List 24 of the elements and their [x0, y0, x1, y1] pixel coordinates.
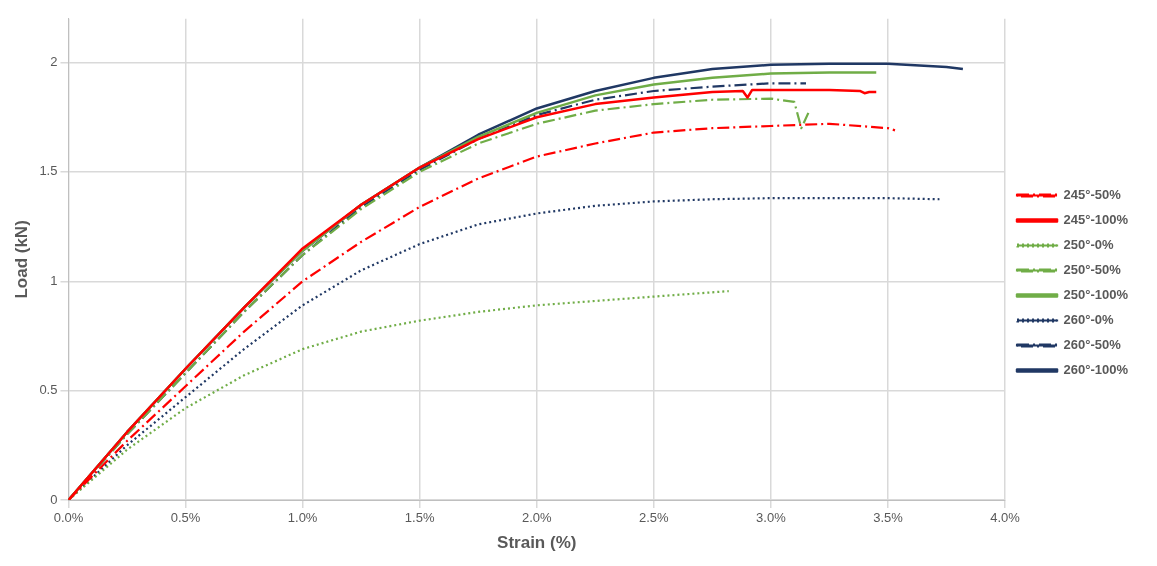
legend-label: 250°-50%: [1063, 262, 1122, 278]
legend-label: 260°-50%: [1063, 337, 1122, 353]
x-tick-label: 3.0%: [756, 510, 787, 526]
x-axis-title: Strain (%): [497, 533, 577, 553]
y-tick-label: 0.5: [39, 382, 58, 398]
legend-label: 245°-100%: [1063, 212, 1129, 228]
x-tick-label: 0.0%: [53, 510, 84, 526]
legend-label: 250°-0%: [1063, 237, 1114, 253]
legend-label: 245°-50%: [1063, 187, 1122, 203]
x-tick-label: 4.0%: [990, 510, 1021, 526]
x-tick-label: 0.5%: [170, 510, 201, 526]
y-tick-label: 1.5: [39, 163, 58, 179]
y-tick-label: 0: [50, 491, 58, 507]
x-tick-label: 2.5%: [639, 510, 670, 526]
legend-label: 260°-0%: [1063, 312, 1114, 328]
x-tick-label: 1.0%: [287, 510, 318, 526]
y-tick-label: 2: [50, 54, 58, 70]
x-tick-label: 1.5%: [404, 510, 435, 526]
x-tick-label: 3.5%: [873, 510, 904, 526]
legend-label: 250°-100%: [1063, 287, 1129, 303]
x-tick-label: 2.0%: [521, 510, 552, 526]
y-axis-title: Load (kN): [11, 220, 31, 299]
legend-label: 260°-100%: [1063, 362, 1129, 378]
y-tick-label: 1: [50, 272, 58, 288]
